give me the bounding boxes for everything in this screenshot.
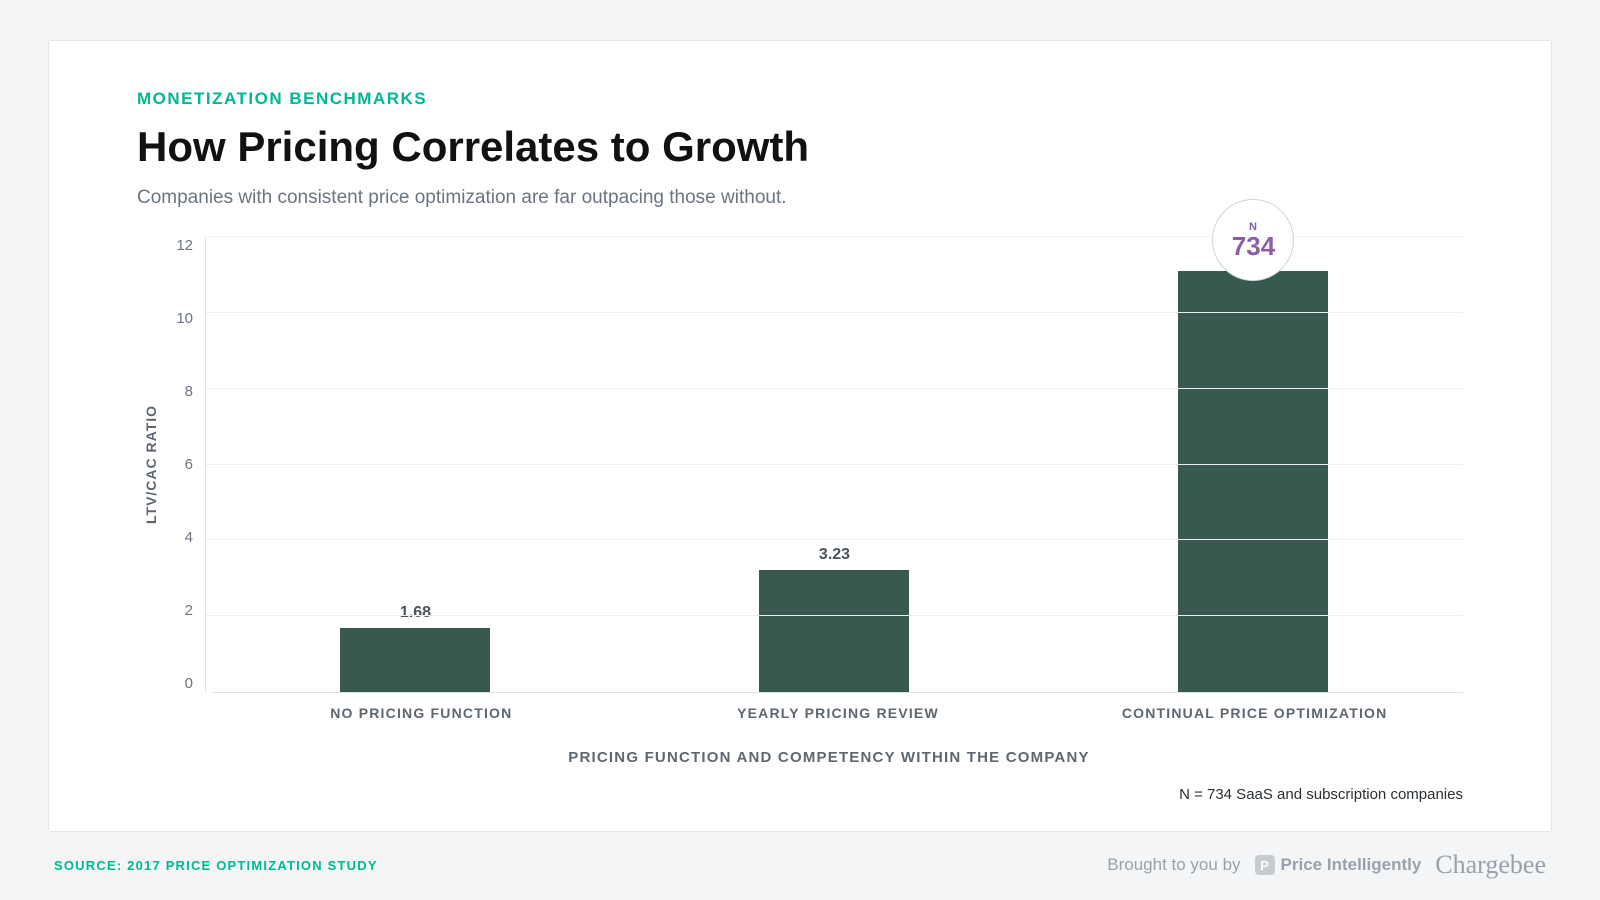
brand-pi-label: Price Intelligently	[1281, 855, 1422, 875]
x-category-label: NO PRICING FUNCTION	[213, 705, 630, 721]
y-tick: 8	[185, 383, 193, 400]
source-label: SOURCE: 2017 PRICE OPTIMIZATION STUDY	[54, 858, 378, 873]
bar	[1178, 271, 1328, 692]
gridline	[206, 615, 1463, 616]
bar-slot: 3.23	[625, 237, 1044, 692]
x-axis: NO PRICING FUNCTIONYEARLY PRICING REVIEW…	[195, 692, 1463, 721]
gridline	[206, 388, 1463, 389]
bar-slot: N734	[1044, 237, 1463, 692]
plot-area: 1.68 3.23 N734	[205, 237, 1463, 692]
bar	[759, 570, 909, 692]
chart-card: MONETIZATION BENCHMARKS How Pricing Corr…	[48, 40, 1552, 832]
y-tick: 0	[185, 675, 193, 692]
bar-slot: 1.68	[206, 237, 625, 692]
footnote: N = 734 SaaS and subscription companies	[137, 786, 1463, 803]
y-tick: 2	[185, 602, 193, 619]
bar-value-label: 3.23	[819, 546, 850, 564]
n-badge: N734	[1212, 199, 1294, 281]
footer: SOURCE: 2017 PRICE OPTIMIZATION STUDY Br…	[48, 832, 1552, 880]
gridline	[206, 539, 1463, 540]
x-category-label: CONTINUAL PRICE OPTIMIZATION	[1046, 705, 1463, 721]
bar-value-label: 1.68	[400, 604, 431, 622]
bar	[340, 628, 490, 692]
brands: Brought to you by P Price Intelligently …	[1107, 850, 1546, 880]
gridline	[206, 464, 1463, 465]
bars-container: 1.68 3.23 N734	[206, 237, 1463, 692]
x-axis-label: PRICING FUNCTION AND COMPETENCY WITHIN T…	[195, 749, 1463, 766]
plot-row: LTV/CAC RATIO 12 10 8 6 4 2 0 1.68 3.23 N734	[137, 237, 1463, 692]
y-tick: 4	[185, 529, 193, 546]
brand-chargebee: Chargebee	[1435, 850, 1546, 880]
eyebrow: MONETIZATION BENCHMARKS	[137, 89, 1463, 109]
page-title: How Pricing Correlates to Growth	[137, 123, 1463, 171]
chart: LTV/CAC RATIO 12 10 8 6 4 2 0 1.68 3.23 N734 NO …	[137, 237, 1463, 766]
y-tick: 10	[176, 310, 193, 327]
x-category-label: YEARLY PRICING REVIEW	[630, 705, 1047, 721]
price-intelligently-icon: P	[1255, 855, 1275, 875]
y-tick: 6	[185, 456, 193, 473]
gridline	[206, 312, 1463, 313]
y-tick: 12	[176, 237, 193, 254]
badge-value: 734	[1232, 233, 1275, 259]
brand-price-intelligently: P Price Intelligently	[1255, 855, 1422, 875]
brought-label: Brought to you by	[1107, 855, 1240, 875]
y-axis: 12 10 8 6 4 2 0	[165, 237, 205, 692]
y-axis-label: LTV/CAC RATIO	[137, 237, 165, 692]
